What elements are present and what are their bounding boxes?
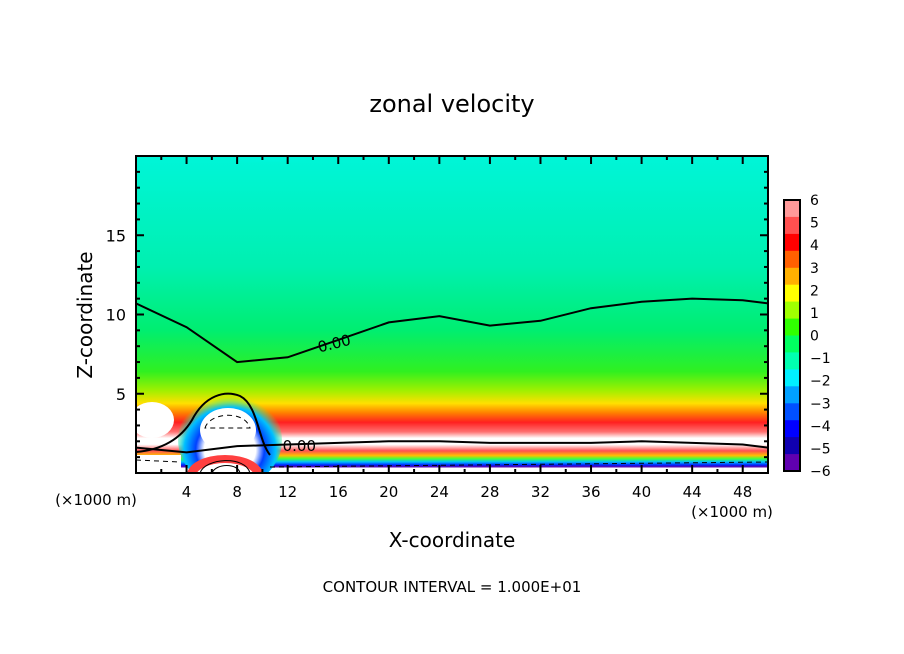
y-tick-label: 5 — [116, 385, 126, 404]
contour-label: 0.00 — [283, 437, 316, 455]
y-tick-labels: 5 10 15 — [106, 226, 126, 404]
colorbar-swatch — [784, 200, 800, 218]
colorbar-swatch — [784, 250, 800, 269]
x-tick-labels: 4 8 12 16 20 24 28 32 36 40 44 48 — [182, 483, 752, 501]
colorbar-tick-label: −1 — [810, 351, 831, 367]
colorbar-swatch — [784, 267, 800, 286]
x-tick-label: 32 — [531, 483, 550, 501]
y-tick-label: 15 — [106, 226, 126, 245]
negative-contour-floor — [136, 459, 768, 468]
plot-field: 0.000.00 — [136, 156, 768, 473]
x-tick-label: 48 — [733, 483, 752, 501]
colorbar-tick-label: 3 — [810, 261, 819, 277]
colorbar-swatch — [784, 216, 800, 235]
positive-contour-floor — [199, 460, 251, 473]
colorbar-tick-label: 4 — [810, 238, 819, 254]
colorbar-swatch — [784, 233, 800, 252]
colorbar-frame — [783, 199, 801, 472]
contour-interval-footer: CONTOUR INTERVAL = 1.000E+01 — [323, 578, 582, 596]
colorbar-tick-label: −2 — [810, 374, 831, 390]
chart-title: zonal velocity — [369, 90, 534, 118]
y-axis-label: Z-coordinate — [73, 251, 97, 378]
x-tick-label: 20 — [379, 483, 398, 501]
x-origin-unit-label: (×1000 m) — [55, 491, 137, 509]
colorbar-swatch — [784, 352, 800, 370]
zero-contour-lower — [136, 440, 768, 454]
colorbar-swatch — [784, 335, 800, 353]
colorbar-tick-label: −5 — [810, 441, 831, 457]
positive-contour-floor-inner — [211, 465, 241, 473]
x-tick-label: 8 — [232, 483, 242, 501]
colorbar-swatch — [784, 386, 800, 404]
colorbar-tick-label: −6 — [810, 464, 831, 480]
x-tick-label: 40 — [632, 483, 651, 501]
colorbar-tick-label: 1 — [810, 306, 819, 322]
colorbar-swatch — [784, 301, 800, 319]
colorbar-tick-label: −4 — [810, 419, 831, 435]
colorbar-swatch — [784, 437, 800, 455]
colorbar-swatch — [784, 454, 800, 472]
x-tick-label: 16 — [329, 483, 348, 501]
negative-contour-dome — [204, 414, 251, 429]
white-floor-left — [136, 455, 181, 473]
colorbar-tick-label: 0 — [810, 329, 819, 345]
zero-contour-dome — [136, 392, 271, 456]
white-patch-left — [136, 402, 174, 438]
colorbar-swatch — [784, 369, 800, 387]
cyan-core — [180, 156, 360, 196]
colorbar-tick-label: 5 — [810, 216, 819, 232]
dome-white — [200, 408, 256, 452]
colorbar-swatch — [784, 403, 800, 421]
axis-ticks — [136, 156, 768, 473]
x-axis-label: X-coordinate — [389, 528, 516, 552]
x-tick-label: 28 — [480, 483, 499, 501]
colorbar-swatch — [784, 420, 800, 438]
y-tick-label: 10 — [106, 306, 126, 325]
colorbar-tick-label: −3 — [810, 396, 831, 412]
colorbar-tick-label: 6 — [810, 193, 819, 209]
colorbar-swatch — [784, 318, 800, 336]
x-tick-label: 44 — [683, 483, 702, 501]
colorbar-tick-label: 2 — [810, 283, 819, 299]
x-unit-label: (×1000 m) — [691, 503, 773, 521]
colorbar: 6 5 4 3 2 1 0 −1 −2 −3 −4 −5 −6 — [783, 193, 831, 480]
x-tick-label: 24 — [430, 483, 449, 501]
zero-contour-upper — [136, 297, 768, 364]
x-tick-label: 4 — [182, 483, 192, 501]
x-tick-label: 36 — [581, 483, 600, 501]
colorbar-swatch — [784, 284, 800, 303]
x-tick-label: 12 — [278, 483, 297, 501]
